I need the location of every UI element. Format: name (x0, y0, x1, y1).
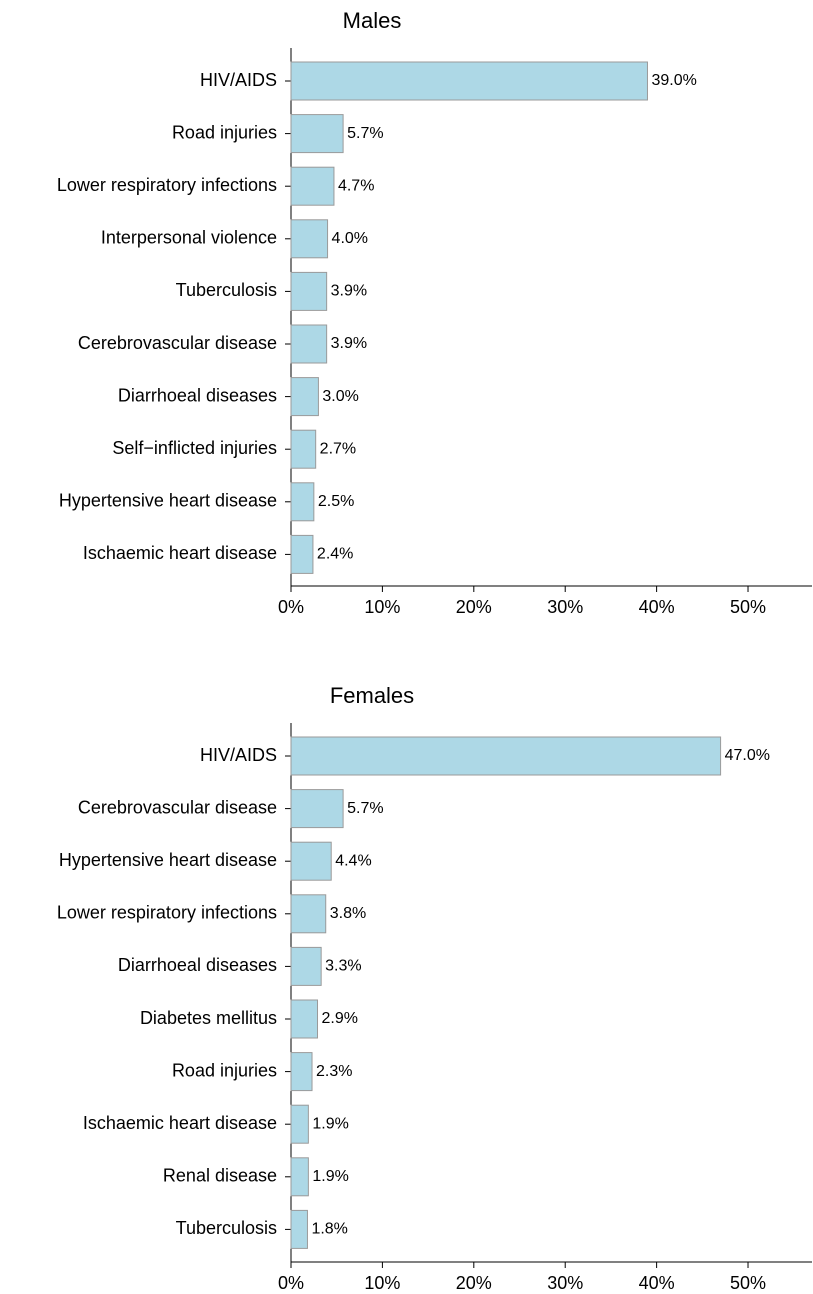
bar (290, 1209, 308, 1249)
bar (290, 61, 648, 101)
bar (290, 429, 317, 469)
y-tick-label: Lower respiratory infections (57, 903, 277, 923)
bar (290, 271, 328, 311)
value-label: 39.0% (651, 72, 696, 89)
y-tick-label: Self−inflicted injuries (112, 438, 277, 458)
y-tick-label: Diabetes mellitus (140, 1008, 277, 1028)
value-label: 2.4% (317, 546, 353, 563)
value-label: 3.0% (322, 388, 358, 405)
bar (290, 946, 322, 986)
x-tick-label: 0% (278, 597, 304, 617)
x-tick-label: 50% (730, 1273, 766, 1293)
bar (290, 482, 315, 522)
value-label: 4.7% (338, 177, 374, 194)
y-tick-label: Tuberculosis (176, 1218, 277, 1238)
value-label: 2.9% (322, 1010, 358, 1027)
value-label: 1.9% (312, 1115, 348, 1132)
y-tick-label: Diarrhoeal diseases (118, 385, 277, 405)
value-label: 4.4% (335, 852, 371, 869)
x-tick-label: 10% (364, 597, 400, 617)
value-label: 2.7% (320, 440, 356, 457)
value-label: 2.3% (316, 1063, 352, 1080)
value-label: 47.0% (725, 747, 770, 764)
value-label: 4.0% (332, 230, 368, 247)
bar (290, 1052, 313, 1092)
y-tick-label: Hypertensive heart disease (59, 850, 277, 870)
y-tick-label: HIV/AIDS (200, 70, 277, 90)
chart-title: Females (330, 683, 414, 708)
bar (290, 999, 319, 1039)
x-tick-label: 0% (278, 1273, 304, 1293)
y-tick-label: Renal disease (163, 1166, 277, 1186)
bar (290, 219, 329, 259)
value-label: 1.9% (312, 1168, 348, 1185)
x-tick-label: 30% (547, 1273, 583, 1293)
x-tick-label: 10% (364, 1273, 400, 1293)
value-label: 2.5% (318, 493, 354, 510)
value-label: 3.9% (331, 335, 367, 352)
y-tick-label: Diarrhoeal diseases (118, 955, 277, 975)
x-tick-label: 20% (456, 1273, 492, 1293)
x-tick-label: 30% (547, 597, 583, 617)
y-tick-label: Road injuries (172, 122, 277, 142)
bar (290, 114, 344, 154)
bar (290, 166, 335, 206)
value-label: 3.9% (331, 283, 367, 300)
value-label: 1.8% (311, 1221, 347, 1238)
bar (290, 894, 327, 934)
bar (290, 1157, 309, 1197)
bar (290, 736, 722, 776)
value-label: 3.8% (330, 905, 366, 922)
value-label: 3.3% (325, 958, 361, 975)
x-tick-label: 50% (730, 597, 766, 617)
y-tick-label: Ischaemic heart disease (83, 1113, 277, 1133)
y-tick-label: Interpersonal violence (101, 228, 277, 248)
y-tick-label: Tuberculosis (176, 280, 277, 300)
x-tick-label: 20% (456, 597, 492, 617)
y-tick-label: Cerebrovascular disease (78, 333, 277, 353)
value-label: 5.7% (347, 125, 383, 142)
bar (290, 534, 314, 574)
bar (290, 377, 319, 417)
y-tick-label: Ischaemic heart disease (83, 543, 277, 563)
bar (290, 324, 328, 364)
bar (290, 789, 344, 829)
y-tick-label: Lower respiratory infections (57, 175, 277, 195)
value-label: 5.7% (347, 800, 383, 817)
x-tick-label: 40% (639, 597, 675, 617)
bar (290, 841, 332, 881)
y-tick-label: HIV/AIDS (200, 745, 277, 765)
x-tick-label: 40% (639, 1273, 675, 1293)
chart-title: Males (343, 8, 402, 33)
y-tick-label: Road injuries (172, 1060, 277, 1080)
y-tick-label: Cerebrovascular disease (78, 797, 277, 817)
bar (290, 1104, 309, 1144)
y-tick-label: Hypertensive heart disease (59, 491, 277, 511)
